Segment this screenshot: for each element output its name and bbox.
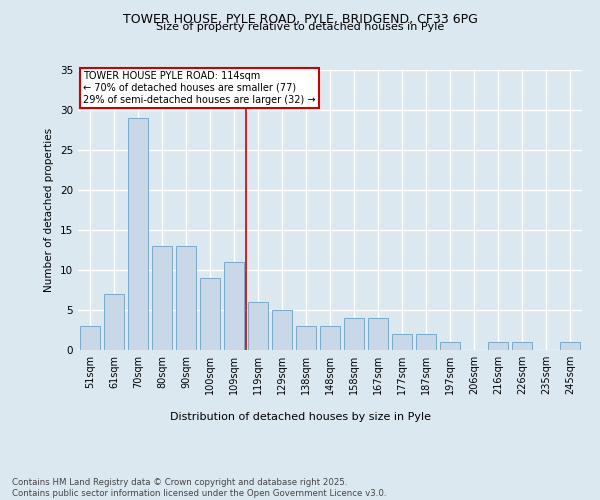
Bar	[200, 278, 220, 350]
Text: Size of property relative to detached houses in Pyle: Size of property relative to detached ho…	[156, 22, 444, 32]
Y-axis label: Number of detached properties: Number of detached properties	[44, 128, 55, 292]
Bar	[296, 326, 316, 350]
Text: TOWER HOUSE, PYLE ROAD, PYLE, BRIDGEND, CF33 6PG: TOWER HOUSE, PYLE ROAD, PYLE, BRIDGEND, …	[122, 12, 478, 26]
Text: Contains HM Land Registry data © Crown copyright and database right 2025.
Contai: Contains HM Land Registry data © Crown c…	[12, 478, 386, 498]
Bar	[152, 246, 172, 350]
Bar	[392, 334, 412, 350]
Bar	[224, 262, 244, 350]
Bar	[512, 342, 532, 350]
Bar	[488, 342, 508, 350]
Text: TOWER HOUSE PYLE ROAD: 114sqm
← 70% of detached houses are smaller (77)
29% of s: TOWER HOUSE PYLE ROAD: 114sqm ← 70% of d…	[83, 72, 316, 104]
Bar	[248, 302, 268, 350]
Bar	[80, 326, 100, 350]
Bar	[104, 294, 124, 350]
Text: Distribution of detached houses by size in Pyle: Distribution of detached houses by size …	[170, 412, 431, 422]
Bar	[344, 318, 364, 350]
Bar	[416, 334, 436, 350]
Bar	[272, 310, 292, 350]
Bar	[320, 326, 340, 350]
Bar	[368, 318, 388, 350]
Bar	[440, 342, 460, 350]
Bar	[176, 246, 196, 350]
Bar	[128, 118, 148, 350]
Bar	[560, 342, 580, 350]
